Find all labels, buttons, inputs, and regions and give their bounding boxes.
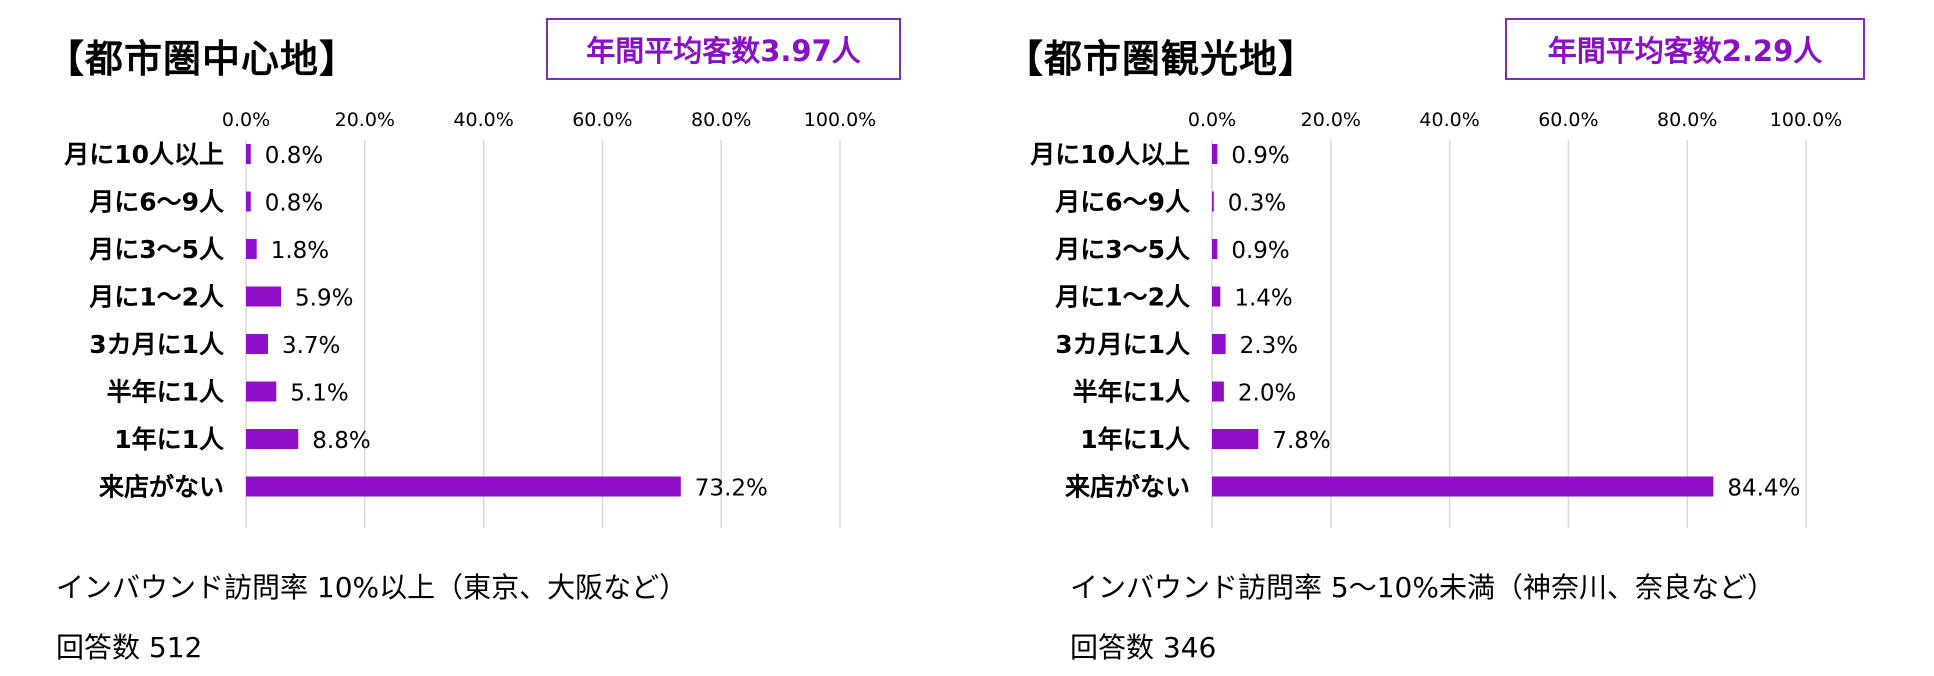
bar [246,429,299,449]
x-tick-label: 100.0% [1770,109,1842,131]
bar [1212,381,1224,402]
bar [246,191,251,212]
data-label: 0.9% [1231,238,1289,264]
x-tick-label: 0.0% [1188,109,1236,131]
x-tick-label: 20.0% [335,109,395,131]
bar [1212,191,1214,212]
category-label: 月に10人以上 [63,140,224,169]
bar [1212,239,1218,259]
bar [246,239,257,259]
data-label: 8.8% [312,428,370,454]
data-label: 3.7% [282,333,340,359]
x-tick-label: 60.0% [572,109,632,131]
bar-chart-tourist-area: 0.0% 20.0% 40.0% 60.0% 80.0% 100.0% 月に10人以上 0.9… [1029,109,1842,528]
data-label: 73.2% [695,476,768,502]
bar [246,286,282,307]
response-count-note: 回答数 346 [1070,631,1217,664]
x-tick-label: 80.0% [691,109,751,131]
category-label: 3カ月に1人 [1055,330,1190,359]
data-label: 0.3% [1228,191,1286,217]
inbound-rate-note: インバウンド訪問率 5～10%未満（神奈川、奈良など） [1070,571,1775,604]
bar [1212,476,1714,497]
bar [1212,429,1259,449]
response-count-note: 回答数 512 [56,631,203,664]
category-label: 1年に1人 [1080,425,1190,454]
data-label: 7.8% [1272,428,1330,454]
average-customers-box: 年間平均客数2.29人 [1505,18,1865,80]
chart-title: 【都市圏観光地】 [1005,37,1318,81]
x-tick-label: 20.0% [1301,109,1361,131]
data-label: 2.0% [1238,381,1296,407]
average-customers-box: 年間平均客数3.97人 [546,18,901,80]
bar [246,334,268,354]
chart-panel-urban-center: 【都市圏中心地】 年間平均客数3.97人 0.0% 20.0% 40.0% 60.0%… [0,0,960,676]
category-label: 月に3～5人 [88,235,224,264]
x-tick-label: 40.0% [453,109,513,131]
data-label: 0.8% [265,143,323,169]
category-label: 月に1～2人 [88,283,224,312]
category-label: 半年に1人 [1073,378,1190,407]
x-tick-label: 60.0% [1538,109,1598,131]
data-label: 84.4% [1727,476,1800,502]
chart-panel-tourist-area: 【都市圏観光地】 年間平均客数2.29人 0.0% 20.0% 40.0% 60.0%… [1005,0,1934,676]
category-label: 月に6～9人 [1054,188,1190,217]
data-label: 0.9% [1231,143,1289,169]
category-label: 月に10人以上 [1029,140,1190,169]
x-tick-label: 0.0% [222,109,270,131]
category-label: 1年に1人 [114,425,224,454]
category-label: 3カ月に1人 [89,330,224,359]
data-label: 1.8% [271,238,329,264]
bar [246,381,277,402]
x-tick-label: 100.0% [804,109,876,131]
data-label: 1.4% [1234,286,1292,312]
data-label: 2.3% [1240,333,1298,359]
data-label: 5.1% [290,381,348,407]
category-label: 来店がない [1065,473,1190,502]
category-label: 半年に1人 [107,378,224,407]
inbound-rate-note: インバウンド訪問率 10%以上（東京、大阪など） [56,571,688,604]
category-label: 月に3～5人 [1054,235,1190,264]
bar [1212,144,1218,164]
x-tick-label: 80.0% [1657,109,1717,131]
category-label: 来店がない [99,473,224,502]
category-label: 月に6～9人 [88,188,224,217]
x-tick-label: 40.0% [1419,109,1479,131]
bar [1212,286,1221,307]
data-label: 0.8% [265,191,323,217]
category-label: 月に1～2人 [1054,283,1190,312]
bar [1212,334,1226,354]
bar-chart-urban-center: 0.0% 20.0% 40.0% 60.0% 80.0% 100.0% 月に10人以上 0.8… [63,109,876,528]
bar [246,476,681,497]
chart-title: 【都市圏中心地】 [46,37,359,81]
data-label: 5.9% [295,286,353,312]
bar [246,144,251,164]
